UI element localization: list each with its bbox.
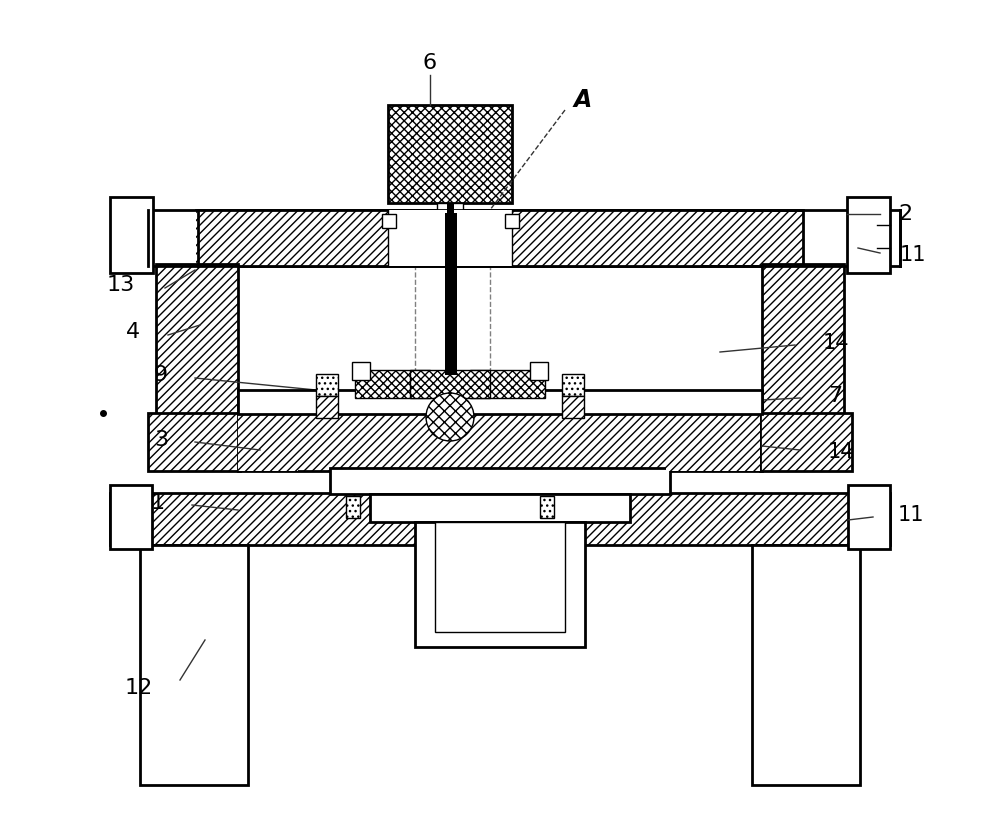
Text: 14: 14 <box>823 333 850 353</box>
Bar <box>530 362 548 380</box>
Text: 11: 11 <box>900 245 926 265</box>
Bar <box>382 214 396 228</box>
Circle shape <box>426 393 474 441</box>
Bar <box>196 210 803 266</box>
Bar <box>562 374 584 396</box>
Bar <box>410 370 490 398</box>
Bar <box>110 485 152 549</box>
Bar <box>238 413 298 471</box>
Bar <box>445 213 457 375</box>
Bar <box>148 413 240 471</box>
Text: A: A <box>574 88 592 112</box>
Bar <box>760 413 852 471</box>
Bar <box>196 210 388 266</box>
Text: 1: 1 <box>151 493 165 513</box>
Bar <box>110 493 890 545</box>
Text: 3: 3 <box>154 430 168 450</box>
Bar <box>437 203 463 213</box>
Bar <box>316 396 338 418</box>
Bar <box>752 545 860 785</box>
Bar <box>415 522 585 647</box>
Bar <box>316 374 338 396</box>
Bar <box>352 362 370 380</box>
Bar <box>355 370 430 398</box>
Text: 9: 9 <box>154 365 168 385</box>
Bar <box>370 494 630 522</box>
Bar <box>762 264 844 464</box>
Bar <box>110 197 153 273</box>
Bar <box>470 370 545 398</box>
Bar <box>148 210 198 266</box>
Text: 13: 13 <box>107 275 135 295</box>
Bar <box>850 210 900 266</box>
Bar <box>156 264 238 464</box>
Bar <box>562 396 584 418</box>
Bar <box>848 485 890 549</box>
Text: 14: 14 <box>828 442 854 462</box>
Text: 6: 6 <box>423 53 437 73</box>
Bar <box>847 197 890 273</box>
Bar <box>447 203 454 215</box>
Bar <box>346 496 360 518</box>
Bar <box>505 214 519 228</box>
Bar <box>388 105 512 203</box>
Bar <box>510 210 702 266</box>
Bar <box>388 210 512 266</box>
Bar <box>435 522 565 632</box>
Text: 4: 4 <box>126 322 140 342</box>
Text: 11: 11 <box>898 505 924 525</box>
Text: 12: 12 <box>125 678 153 698</box>
Bar <box>330 468 670 494</box>
Text: 7: 7 <box>828 386 842 406</box>
Bar <box>540 496 554 518</box>
Bar <box>140 545 248 785</box>
Bar <box>238 390 762 414</box>
Bar <box>666 413 760 471</box>
Text: 2: 2 <box>898 204 912 224</box>
Bar <box>238 413 762 471</box>
